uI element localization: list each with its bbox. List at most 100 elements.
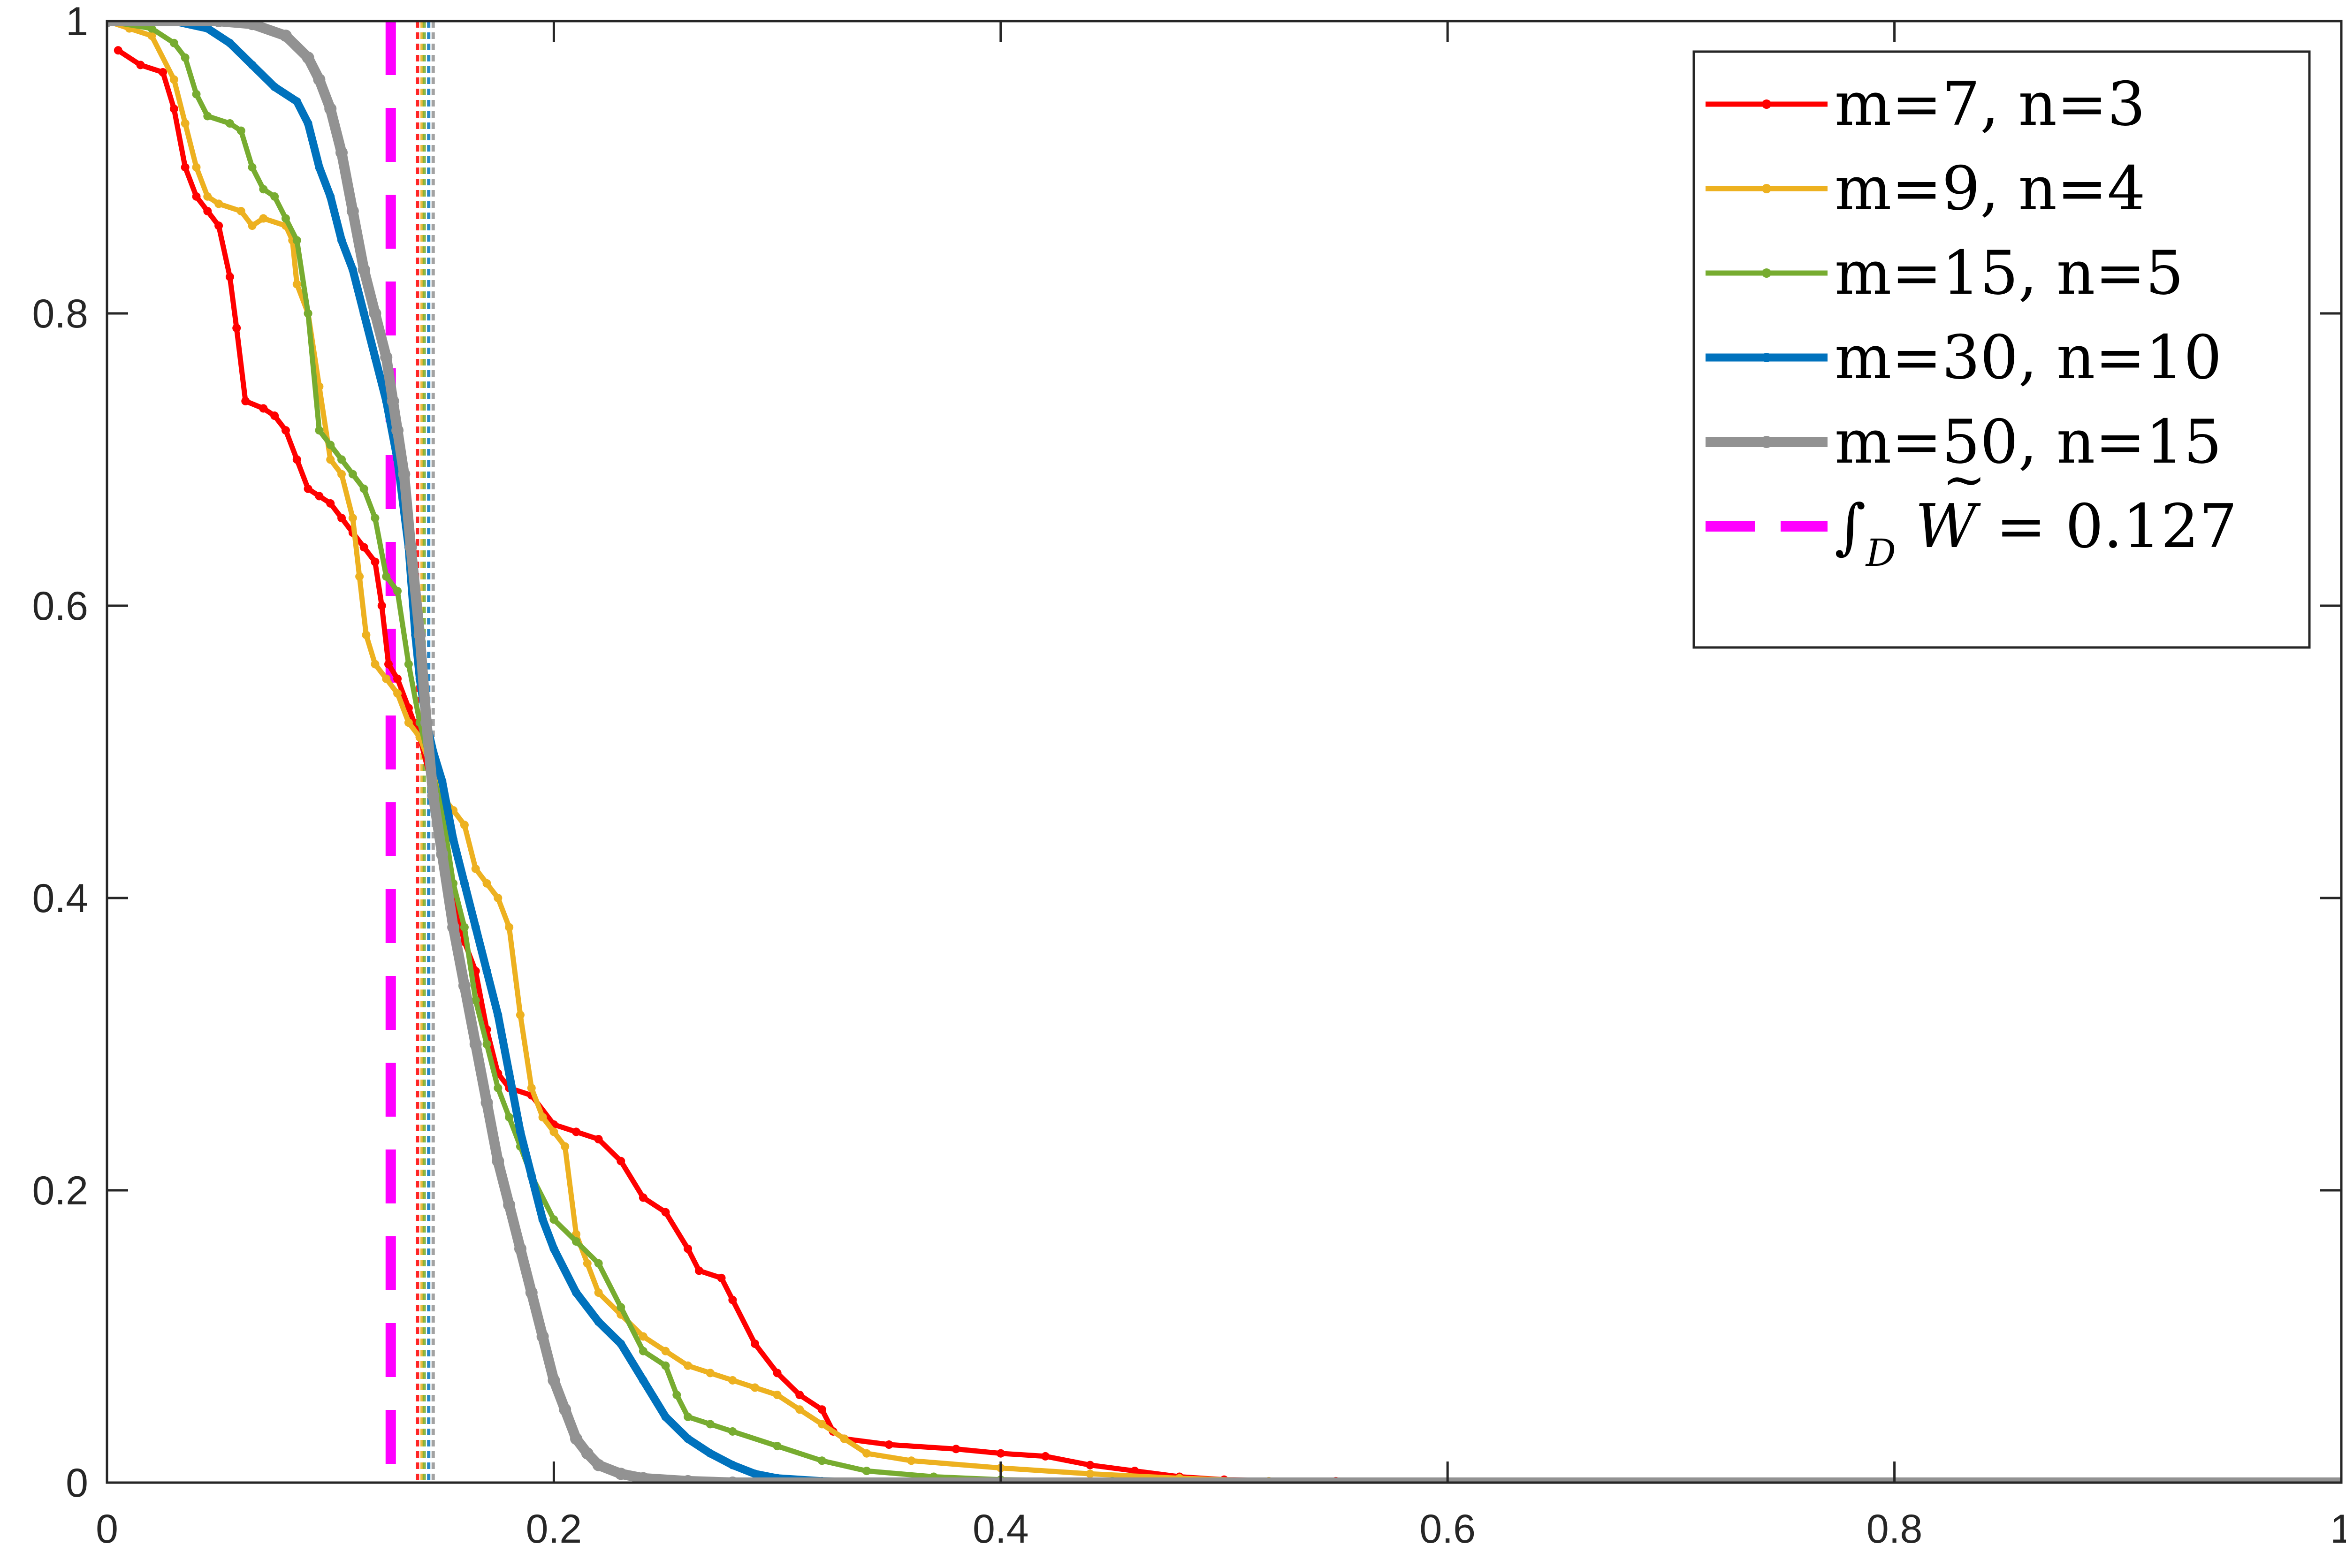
series-1-point-30: [471, 864, 480, 873]
series-1-point-19: [355, 572, 364, 581]
series-4-point-36: [682, 1475, 694, 1483]
series-0-point-37: [572, 1127, 581, 1136]
series-2-point-20: [382, 572, 391, 581]
legend-label-3: m=30, n=10: [1835, 323, 2222, 393]
series-0-point-17: [326, 499, 335, 508]
axes-box: [106, 20, 2343, 1484]
series-2-point-1: [147, 24, 156, 33]
series-0-point-44: [717, 1273, 726, 1282]
series-1-point-9: [248, 221, 257, 230]
x-tick-label-3: 0.6: [1419, 1507, 1476, 1552]
series-0-point-11: [259, 404, 268, 413]
series-1-point-43: [639, 1332, 647, 1341]
series-0-point-15: [304, 484, 312, 493]
series-4-point-7: [335, 146, 348, 159]
y-tick-label-1: 0.2: [32, 1168, 88, 1213]
series-1-point-40: [583, 1259, 592, 1268]
series-3-point-26: [494, 1011, 503, 1020]
series-4-point-9: [358, 263, 370, 276]
series-4-point-27: [525, 1286, 538, 1299]
legend-label-4: m=50, n=15: [1835, 407, 2222, 477]
series-3-point-35: [639, 1376, 647, 1385]
series-1-point-47: [728, 1376, 737, 1385]
series-1-point-4: [181, 119, 190, 128]
series-2-point-21: [393, 586, 402, 595]
series-0-point-57: [1130, 1467, 1139, 1476]
series-0-point-6: [203, 206, 212, 215]
series-0-point-52: [884, 1440, 893, 1449]
series-4-point-34: [615, 1468, 627, 1480]
y-tick-label-2: 0.4: [32, 876, 88, 921]
series-3-point-32: [572, 1288, 581, 1297]
series-0-point-46: [750, 1340, 759, 1348]
series-3-point-29: [527, 1171, 536, 1180]
legend-label-2: m=15, n=5: [1835, 238, 2184, 308]
series-2-point-31: [505, 1113, 514, 1122]
series-0-point-43: [694, 1266, 703, 1275]
series-1-point-48: [750, 1383, 759, 1392]
series-4-point-32: [581, 1447, 594, 1460]
series-4-point-11: [380, 351, 393, 364]
legend: m=7, n=3 m=9, n=4 m=15, n=5 m=30, n=10 m=50,…: [1692, 50, 2311, 649]
series-1-point-16: [326, 455, 335, 464]
series-1-point-38: [561, 1142, 570, 1151]
series-0-point-0: [114, 46, 122, 55]
series-4-point-22: [469, 1038, 482, 1050]
series-4-point-29: [548, 1374, 560, 1386]
series-2-point-37: [617, 1303, 625, 1312]
series-2-point-4: [192, 90, 201, 99]
series-3-point-39: [728, 1461, 737, 1469]
legend-reference-part-0: ∫: [1835, 492, 1866, 562]
series-4-point-31: [570, 1432, 583, 1445]
series-2-point-11: [281, 214, 290, 223]
series-3-point-13: [371, 353, 380, 362]
series-4-point-25: [503, 1199, 516, 1211]
series-2-point-19: [371, 514, 380, 523]
series-1-point-49: [773, 1391, 782, 1400]
series-3-point-28: [516, 1127, 525, 1136]
series-1-point-13: [292, 280, 301, 289]
series-1-point-51: [817, 1420, 826, 1429]
x-tick-label-5: 1: [2330, 1507, 2346, 1552]
series-2-point-27: [460, 923, 469, 932]
y-tick-label-3: 0.6: [32, 584, 88, 629]
series-line-2: [107, 21, 2341, 1483]
series-4-point-24: [492, 1155, 504, 1167]
legend-label-1: m=9, n=4: [1835, 154, 2146, 224]
series-1-point-2: [147, 31, 156, 40]
legend-label-reference: ∫D W = 0.127: [1835, 492, 2237, 575]
series-3-point-36: [661, 1412, 670, 1421]
series-4-point-12: [387, 395, 399, 407]
series-4-point-13: [391, 424, 404, 437]
series-3-point-30: [538, 1215, 547, 1224]
series-0-point-21: [371, 557, 380, 566]
series-1-point-33: [505, 923, 514, 932]
series-1-point-56: [1086, 1469, 1095, 1478]
series-2-point-43: [728, 1427, 737, 1436]
series-3-point-5: [270, 83, 279, 91]
series-1-point-18: [348, 514, 357, 523]
series-1-point-17: [337, 470, 346, 479]
series-2-point-8: [248, 163, 257, 172]
series-1-point-41: [594, 1288, 603, 1297]
series-1-point-20: [362, 631, 371, 639]
series-0-point-18: [337, 514, 346, 523]
series-1-point-8: [236, 206, 245, 215]
series-4-point-5: [313, 73, 326, 86]
series-4-point-21: [458, 979, 471, 992]
series-4-point-23: [480, 1096, 493, 1109]
series-3-point-9: [326, 192, 335, 201]
series-3-point-4: [248, 61, 257, 69]
series-4-point-16: [413, 629, 426, 641]
series-1-point-21: [371, 660, 380, 669]
series-4-point-10: [369, 307, 381, 320]
series-0-point-7: [214, 221, 223, 230]
series-3-point-11: [348, 265, 357, 274]
legend-box: [1692, 50, 2311, 649]
series-0-point-3: [169, 104, 178, 113]
series-0-point-47: [773, 1369, 782, 1378]
series-4-point-37: [726, 1477, 739, 1483]
series-3-point-40: [750, 1469, 759, 1478]
series-4-point-17: [420, 716, 433, 729]
series-1-point-23: [393, 689, 402, 698]
